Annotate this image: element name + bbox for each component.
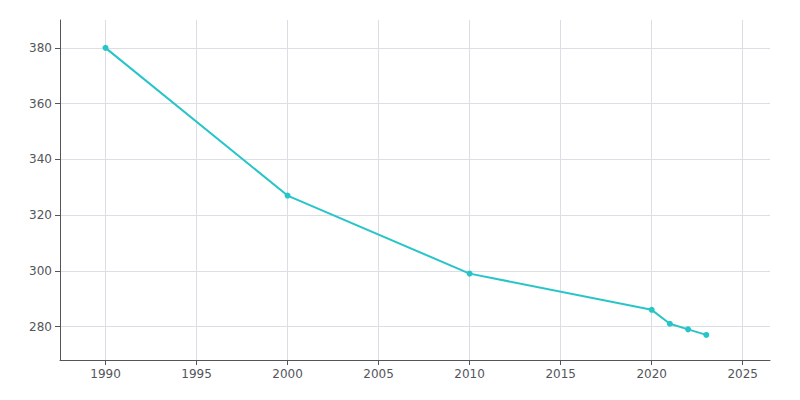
svg-text:2000: 2000	[272, 367, 303, 381]
svg-text:300: 300	[29, 264, 52, 278]
svg-text:280: 280	[29, 320, 52, 334]
svg-text:1995: 1995	[181, 367, 212, 381]
svg-text:1990: 1990	[90, 367, 121, 381]
svg-text:2025: 2025	[727, 367, 758, 381]
svg-text:2020: 2020	[636, 367, 667, 381]
svg-text:2010: 2010	[454, 367, 485, 381]
svg-text:320: 320	[29, 208, 52, 222]
svg-text:2005: 2005	[363, 367, 394, 381]
svg-text:360: 360	[29, 97, 52, 111]
svg-text:340: 340	[29, 152, 52, 166]
svg-text:2015: 2015	[545, 367, 576, 381]
svg-text:380: 380	[29, 41, 52, 55]
